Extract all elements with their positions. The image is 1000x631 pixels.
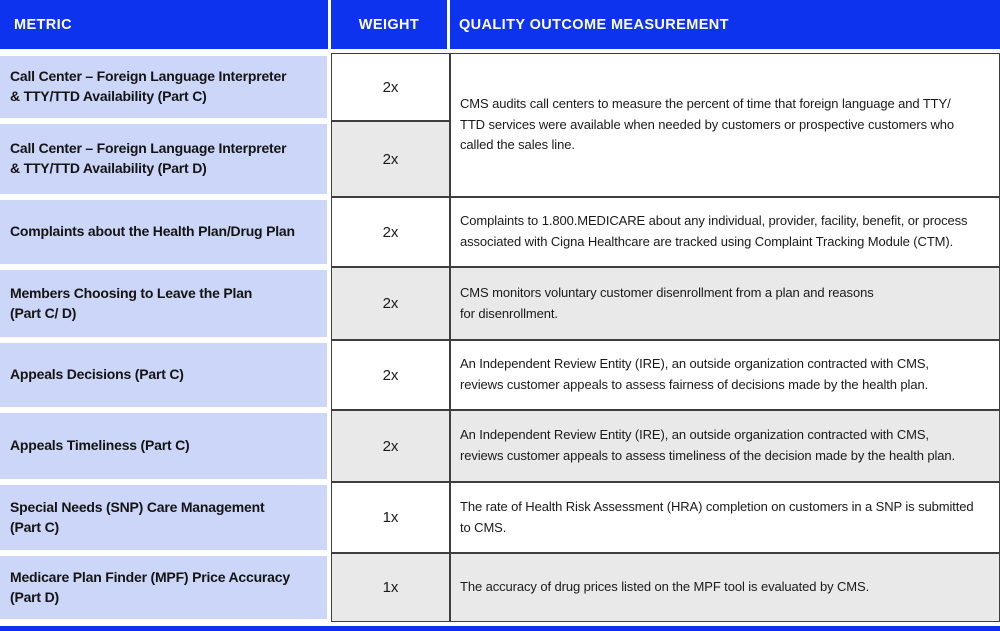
metric-cell-mpf-price-accuracy: Medicare Plan Finder (MPF) Price Accurac…: [0, 556, 327, 619]
measurement-cell-complaints: Complaints to 1.800.MEDICARE about any i…: [450, 197, 1000, 267]
metric-cell-call-center-part-d: Call Center – Foreign Language Interpret…: [0, 124, 327, 194]
measurement-cell-mpf-price-accuracy: The accuracy of drug prices listed on th…: [450, 553, 1000, 622]
measurement-cell-snp-care-management: The rate of Health Risk Assessment (HRA)…: [450, 482, 1000, 553]
weight-cell-row-3: 2x: [331, 197, 450, 267]
metric-cell-appeals-timeliness: Appeals Timeliness (Part C): [0, 413, 327, 479]
weight-cell-row-5: 2x: [331, 340, 450, 410]
bottom-rule: [0, 626, 1000, 631]
header-cell-metric: METRIC: [0, 0, 331, 49]
weight-cell-row-4: 2x: [331, 267, 450, 340]
measurement-cell-appeals-timeliness: An Independent Review Entity (IRE), an o…: [450, 410, 1000, 482]
metric-cell-members-leaving: Members Choosing to Leave the Plan (Part…: [0, 270, 327, 337]
weight-cell-row-2: 2x: [331, 121, 450, 197]
measurement-cell-appeals-decisions: An Independent Review Entity (IRE), an o…: [450, 340, 1000, 410]
weight-cell-row-7: 1x: [331, 482, 450, 553]
header-cell-quality-outcome-measurement: QUALITY OUTCOME MEASUREMENT: [450, 0, 1000, 49]
metric-cell-complaints: Complaints about the Health Plan/Drug Pl…: [0, 200, 327, 264]
table-header-row: METRIC WEIGHT QUALITY OUTCOME MEASUREMEN…: [0, 0, 1000, 49]
measurement-cell-members-leaving: CMS monitors voluntary customer disenrol…: [450, 267, 1000, 340]
weight-cell-row-6: 2x: [331, 410, 450, 482]
weight-cell-row-1: 2x: [331, 53, 450, 121]
metric-cell-appeals-decisions: Appeals Decisions (Part C): [0, 343, 327, 407]
metric-cell-call-center-part-c: Call Center – Foreign Language Interpret…: [0, 56, 327, 118]
measurement-cell-call-center-merged: CMS audits call centers to measure the p…: [450, 53, 1000, 197]
weight-cell-row-8: 1x: [331, 553, 450, 622]
table-body: Call Center – Foreign Language Interpret…: [0, 53, 1000, 622]
header-cell-weight: WEIGHT: [331, 0, 450, 49]
metric-cell-snp-care-management: Special Needs (SNP) Care Management (Par…: [0, 485, 327, 550]
